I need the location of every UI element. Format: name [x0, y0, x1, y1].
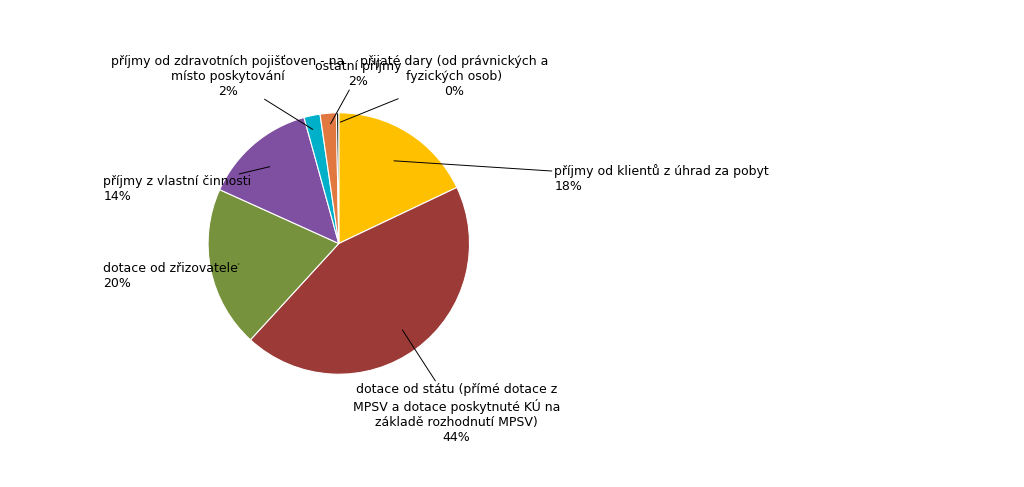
Text: příjmy od klientů z úhrad za pobyt
18%: příjmy od klientů z úhrad za pobyt 18%: [394, 161, 769, 193]
Wedge shape: [251, 187, 470, 374]
Wedge shape: [321, 113, 339, 244]
Wedge shape: [339, 113, 457, 244]
Text: příjmy od zdravotních pojišťoven - na
místo poskytování
2%: příjmy od zdravotních pojišťoven - na mí…: [111, 55, 344, 130]
Text: přijaté dary (od právnických a
fyzických osob)
0%: přijaté dary (od právnických a fyzických…: [340, 55, 548, 122]
Text: dotace od zřizovatele
20%: dotace od zřizovatele 20%: [103, 262, 239, 290]
Text: dotace od státu (přímé dotace z
MPSV a dotace poskytnuté KÚ na
základě rozhodnut: dotace od státu (přímé dotace z MPSV a d…: [352, 330, 560, 444]
Text: ostatní příjmy
2%: ostatní příjmy 2%: [315, 59, 401, 124]
Text: příjmy z vlastní činnosti
14%: příjmy z vlastní činnosti 14%: [103, 167, 269, 203]
Wedge shape: [220, 117, 339, 244]
Wedge shape: [336, 113, 339, 244]
Wedge shape: [208, 189, 339, 340]
Wedge shape: [304, 114, 339, 244]
